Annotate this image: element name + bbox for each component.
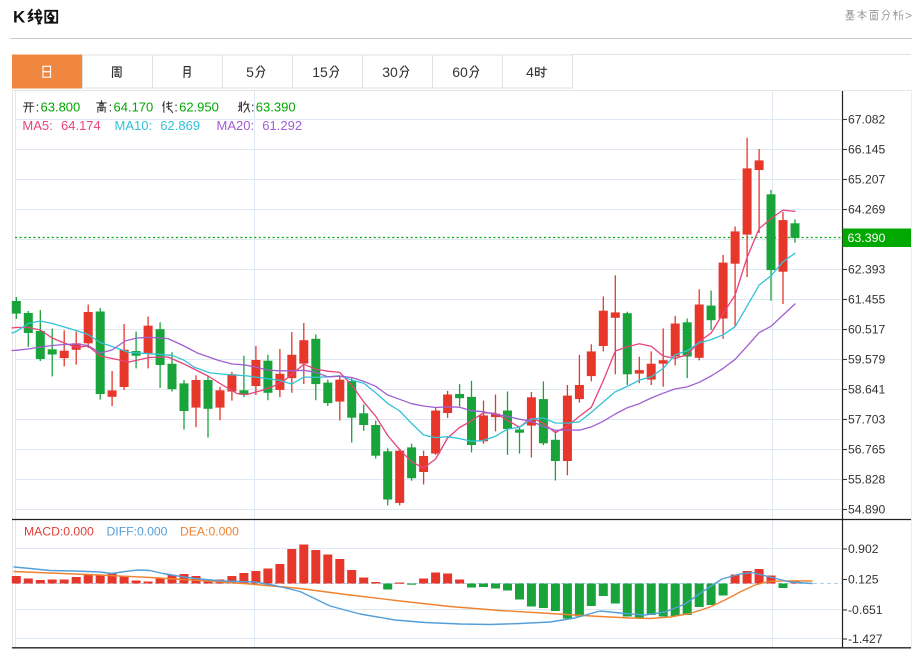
svg-text:-0.651: -0.651 [848,603,883,617]
svg-text:DIFF:0.000: DIFF:0.000 [107,525,168,539]
svg-text:K: K [13,8,26,27]
svg-text:0.902: 0.902 [848,542,879,556]
svg-text:63.390: 63.390 [256,99,296,114]
svg-text:64.170: 64.170 [114,99,154,114]
svg-text:64.269: 64.269 [848,203,885,217]
svg-text:58.641: 58.641 [848,383,885,397]
svg-text:0.125: 0.125 [848,573,879,587]
svg-text:61.292: 61.292 [262,118,302,133]
svg-text:MA5:: MA5: [22,118,52,133]
svg-text:MA10:: MA10: [115,118,153,133]
svg-text:62.950: 62.950 [179,99,219,114]
svg-text::: : [174,99,178,114]
svg-text:>: > [905,9,912,23]
svg-text:62.393: 62.393 [848,263,885,277]
svg-text:66.145: 66.145 [848,143,885,157]
svg-text:60.517: 60.517 [848,323,885,337]
svg-text:65.207: 65.207 [848,173,885,187]
svg-text:55.828: 55.828 [848,473,885,487]
svg-text:30: 30 [382,64,398,80]
svg-text:63.390: 63.390 [848,231,886,245]
svg-text:63.800: 63.800 [41,99,81,114]
svg-text:5: 5 [246,64,254,80]
svg-text:4: 4 [526,64,534,80]
svg-text::: : [251,99,255,114]
svg-text:61.455: 61.455 [848,293,885,307]
svg-text:64.174: 64.174 [61,118,101,133]
svg-text:67.082: 67.082 [848,113,885,127]
svg-text:-1.427: -1.427 [848,632,883,646]
svg-text:MA20:: MA20: [217,118,255,133]
svg-text::: : [36,99,40,114]
svg-text:59.579: 59.579 [848,353,885,367]
svg-text:57.703: 57.703 [848,413,885,427]
svg-text:54.890: 54.890 [848,503,885,517]
svg-text:60: 60 [452,64,468,80]
svg-text:15: 15 [312,64,328,80]
svg-text:DEA:0.000: DEA:0.000 [180,525,239,539]
svg-text:56.765: 56.765 [848,443,885,457]
svg-text::: : [109,99,113,114]
svg-text:62.869: 62.869 [160,118,200,133]
svg-text:MACD:0.000: MACD:0.000 [24,525,94,539]
